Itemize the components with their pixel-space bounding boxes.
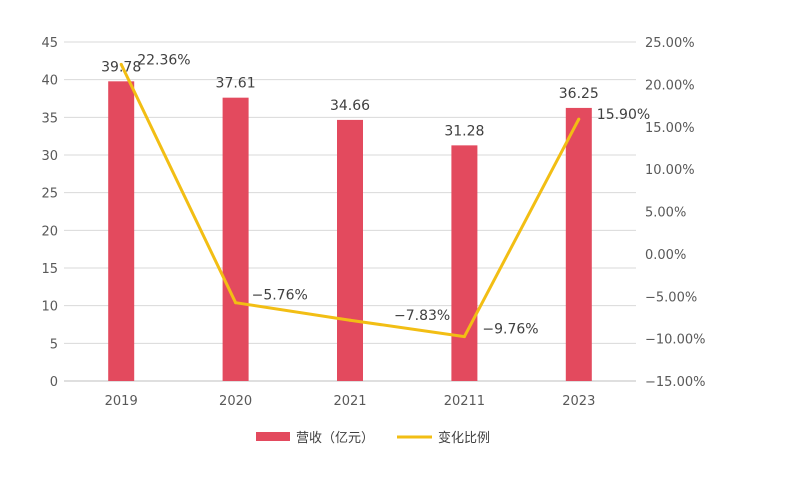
x-tick-label: 2019 <box>105 394 138 409</box>
left-tick-label: 40 <box>41 74 58 89</box>
line-point <box>462 335 466 339</box>
line-point <box>234 301 238 305</box>
left-tick-label: 35 <box>41 111 58 126</box>
line-value-label: 22.36% <box>137 52 190 68</box>
line-data-labels: 22.36% −5.76% −7.83% −9.76% 15.90% <box>137 52 650 337</box>
line-value-label: −7.83% <box>394 308 450 324</box>
bar-series <box>108 81 592 382</box>
line-point <box>119 62 123 66</box>
bar-value-label: 31.28 <box>444 123 484 139</box>
bar <box>451 145 478 381</box>
left-tick-label: 30 <box>41 149 58 164</box>
legend-label-bar: 营收（亿元） <box>296 431 374 446</box>
legend: 营收（亿元） 变化比例 <box>256 430 490 446</box>
left-axis: 0 5 10 15 20 25 30 35 40 45 <box>41 36 58 390</box>
x-tick-label: 20211 <box>444 394 485 409</box>
line-value-label: −9.76% <box>482 322 538 338</box>
left-tick-label: 45 <box>41 36 58 51</box>
legend-swatch-bar <box>256 432 290 441</box>
right-tick-label: 0.00% <box>645 248 686 263</box>
line-value-label: 15.90% <box>597 107 650 123</box>
right-tick-label: −15.00% <box>645 375 705 390</box>
left-tick-label: 10 <box>41 300 58 315</box>
left-tick-label: 15 <box>41 262 58 277</box>
bar <box>222 97 249 382</box>
x-axis: 2019 2020 2021 20211 2023 <box>105 394 596 409</box>
left-tick-label: 5 <box>50 337 58 352</box>
line-point <box>348 318 352 322</box>
right-tick-label: 5.00% <box>645 206 686 221</box>
bar <box>565 107 592 382</box>
left-tick-label: 20 <box>41 224 58 239</box>
legend-label-line: 变化比例 <box>438 430 490 446</box>
left-tick-label: 25 <box>41 187 58 202</box>
x-tick-label: 2020 <box>219 394 252 409</box>
line-point <box>577 117 581 121</box>
bar-value-label: 34.66 <box>330 98 370 114</box>
left-tick-label: 0 <box>50 375 58 390</box>
line-series <box>119 62 581 339</box>
bar-value-label: 37.61 <box>216 76 256 92</box>
x-tick-label: 2021 <box>333 394 366 409</box>
right-axis: −15.00% −10.00% −5.00% 0.00% 5.00% 10.00% 15.0… <box>645 36 705 390</box>
right-tick-label: 20.00% <box>645 78 695 93</box>
right-tick-label: −5.00% <box>645 290 697 305</box>
right-tick-label: 10.00% <box>645 163 695 178</box>
right-tick-label: −10.00% <box>645 333 705 348</box>
bar <box>108 81 135 381</box>
bar <box>337 119 363 382</box>
line-value-label: −5.76% <box>252 288 308 304</box>
bar-value-label: 36.25 <box>559 86 599 102</box>
right-tick-label: 25.00% <box>645 36 695 51</box>
x-tick-label: 2023 <box>562 394 595 409</box>
right-tick-label: 15.00% <box>645 121 695 136</box>
